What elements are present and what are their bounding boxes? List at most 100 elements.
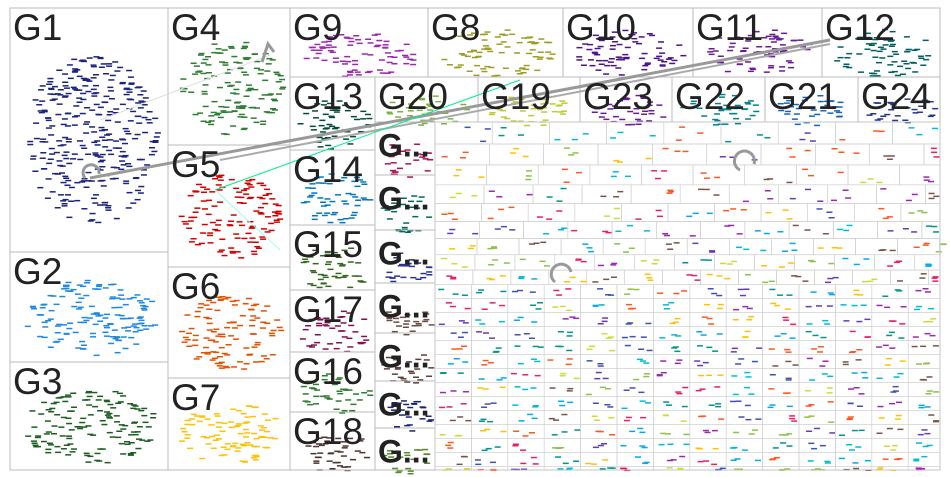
node xyxy=(231,55,238,58)
node xyxy=(914,308,920,311)
node xyxy=(254,317,261,319)
node xyxy=(230,125,237,127)
node xyxy=(338,179,345,182)
node xyxy=(526,193,533,196)
node xyxy=(215,296,222,298)
node xyxy=(932,280,939,282)
node xyxy=(512,443,519,445)
node xyxy=(665,243,672,245)
node xyxy=(425,415,432,417)
node xyxy=(331,135,338,137)
node xyxy=(319,46,326,48)
node xyxy=(639,431,646,434)
node xyxy=(921,455,928,458)
node xyxy=(264,231,271,233)
node xyxy=(63,157,70,160)
node xyxy=(870,49,877,52)
node xyxy=(310,129,317,131)
node xyxy=(794,123,801,126)
node xyxy=(80,98,87,101)
node xyxy=(411,403,418,405)
node xyxy=(489,337,495,339)
node xyxy=(217,179,224,181)
node xyxy=(489,111,496,114)
node xyxy=(786,99,793,102)
group-label: G18 xyxy=(293,411,363,452)
node xyxy=(419,98,426,101)
node xyxy=(196,183,202,186)
node xyxy=(324,397,331,399)
node xyxy=(597,323,604,325)
node xyxy=(791,420,798,422)
group-label: G20 xyxy=(378,76,448,117)
node xyxy=(870,42,877,45)
node xyxy=(332,61,339,63)
node xyxy=(580,260,587,263)
node xyxy=(897,280,903,282)
node xyxy=(788,106,794,108)
node xyxy=(92,288,99,290)
node xyxy=(465,419,472,422)
node xyxy=(320,205,327,207)
node xyxy=(414,207,421,209)
node xyxy=(597,288,604,290)
node xyxy=(501,225,507,228)
node xyxy=(386,319,393,322)
node xyxy=(66,327,73,330)
node xyxy=(319,47,326,49)
node xyxy=(589,64,596,67)
node xyxy=(62,136,69,139)
node xyxy=(690,102,697,105)
node xyxy=(210,111,217,114)
node xyxy=(864,36,871,39)
node xyxy=(345,192,352,195)
node xyxy=(666,467,673,469)
node xyxy=(244,442,251,444)
node xyxy=(481,364,488,366)
node xyxy=(395,402,402,404)
node xyxy=(92,74,99,76)
node xyxy=(611,262,618,265)
node xyxy=(359,451,366,454)
node xyxy=(80,417,87,420)
node xyxy=(184,434,191,436)
node xyxy=(767,178,774,180)
node xyxy=(347,37,354,40)
node xyxy=(47,318,54,320)
node xyxy=(562,318,569,320)
node xyxy=(83,294,90,297)
node xyxy=(66,422,73,425)
self-loop xyxy=(260,40,276,63)
node xyxy=(136,158,143,161)
node xyxy=(376,69,383,71)
node xyxy=(101,139,108,141)
node xyxy=(623,419,630,422)
node xyxy=(888,39,895,41)
node xyxy=(32,444,39,446)
group-label: G17 xyxy=(293,289,363,330)
node xyxy=(336,342,343,344)
node xyxy=(490,469,497,472)
node xyxy=(50,93,57,96)
node xyxy=(582,43,589,45)
node xyxy=(449,228,456,231)
node xyxy=(553,419,560,421)
node xyxy=(128,434,135,436)
node xyxy=(708,404,715,406)
node xyxy=(85,391,92,394)
node xyxy=(624,46,631,49)
node xyxy=(322,128,329,130)
node xyxy=(496,43,503,45)
node xyxy=(387,113,394,115)
node xyxy=(322,348,329,350)
node xyxy=(76,101,83,103)
node xyxy=(401,228,408,231)
node xyxy=(893,261,900,264)
node xyxy=(314,176,320,179)
node xyxy=(413,376,419,378)
node xyxy=(321,214,328,217)
node xyxy=(259,197,266,200)
node xyxy=(135,189,141,192)
node xyxy=(405,262,412,265)
node xyxy=(140,174,147,176)
